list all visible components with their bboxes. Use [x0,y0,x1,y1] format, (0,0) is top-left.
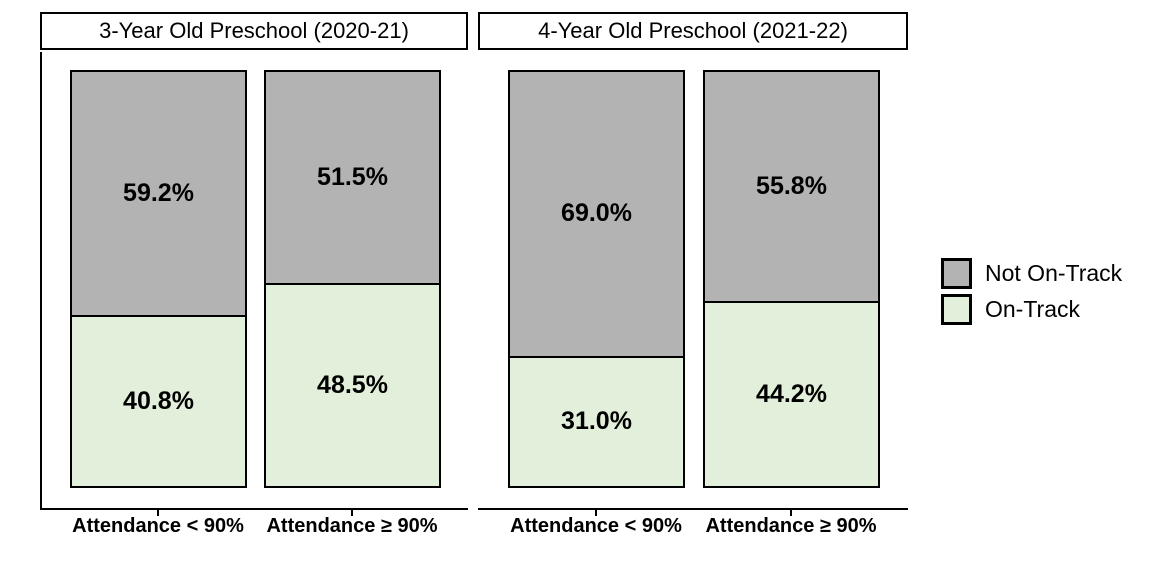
bar-3yo-attendance-lt-90: 59.2% 40.8% [70,70,247,488]
segment-not-on-track: 59.2% [72,72,245,318]
x-tick [351,510,353,516]
segment-on-track: 31.0% [510,357,683,486]
segment-value-label: 59.2% [123,179,194,208]
legend-item-on-track: On-Track [941,294,1122,325]
legend-label: Not On-Track [985,260,1123,286]
segment-not-on-track: 55.8% [705,72,878,303]
segment-on-track: 40.8% [72,317,245,486]
segment-value-label: 48.5% [317,371,388,400]
x-axis-line-panel2 [478,508,908,510]
x-tick-label: Attendance ≥ 90% [705,515,877,537]
bar-4yo-attendance-lt-90: 69.0% 31.0% [508,70,685,488]
facet-title-4-year-old: 4-Year Old Preschool (2021-22) [478,12,908,50]
x-axis-line-panel1 [40,508,468,510]
segment-value-label: 69.0% [561,199,632,228]
x-tick-label: Attendance < 90% [72,515,244,537]
bar-4yo-attendance-ge-90: 55.8% 44.2% [703,70,880,488]
legend: Not On-Track On-Track [941,258,1122,325]
segment-value-label: 40.8% [123,387,194,416]
y-axis-line [40,52,42,510]
x-tick-label: Attendance < 90% [510,515,682,537]
bar-3yo-attendance-ge-90: 51.5% 48.5% [264,70,441,488]
segment-value-label: 31.0% [561,407,632,436]
segment-value-label: 44.2% [756,380,827,408]
legend-label: On-Track [985,296,1080,322]
segment-on-track: 48.5% [266,285,439,486]
segment-value-label: 55.8% [756,172,827,200]
facet-title-3-year-old: 3-Year Old Preschool (2020-21) [40,12,468,50]
x-tick [595,510,597,516]
legend-swatch-not-on-track [941,258,972,289]
segment-not-on-track: 51.5% [266,72,439,286]
segment-value-label: 51.5% [317,163,388,192]
segment-on-track: 44.2% [705,303,878,486]
facet-title-text: 3-Year Old Preschool (2020-21) [99,18,409,43]
x-tick [157,510,159,516]
x-tick [790,510,792,516]
x-tick-label: Attendance ≥ 90% [266,515,438,537]
legend-swatch-on-track [941,294,972,325]
segment-not-on-track: 69.0% [510,72,683,358]
facet-title-text: 4-Year Old Preschool (2021-22) [538,18,848,43]
legend-item-not-on-track: Not On-Track [941,258,1122,289]
